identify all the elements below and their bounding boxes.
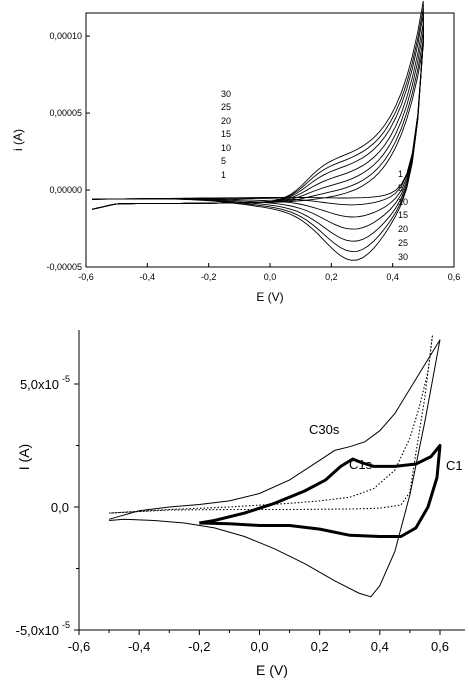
cv-curve-thin-0 (108, 339, 441, 598)
x-tick-label: 0,0 (250, 639, 268, 654)
y-axis-2: -5,0x10 -50,05,0x10 -5 (16, 374, 79, 638)
x-tick-label: 0,6 (448, 272, 461, 282)
anodic-cycle-labels: 30 25 20 15 10 5 1 (221, 89, 231, 180)
annotation-c1s: C1s (349, 457, 373, 472)
x-axis-1: -0,6 -0,4 -0,2 0,0 0,2 0,4 0,6 (78, 263, 460, 282)
y-tick-label: 5,0x10 (20, 377, 59, 392)
x-tick-label: 0,4 (386, 272, 399, 282)
x-tick-label: -0,4 (128, 639, 150, 654)
x-tick-label: 0,0 (264, 272, 277, 282)
cv-curves-1 (91, 1, 424, 261)
x-axis-2: -0,6 -0,4 -0,2 0,0 0,2 0,4 0,6 (68, 630, 449, 654)
x-axis-label-1: E (V) (256, 290, 283, 304)
cv-curve-cycle-10 (91, 31, 424, 218)
annotation-c30s: C30s (309, 422, 340, 437)
x-tick-label: -0,4 (140, 272, 156, 282)
cathodic-label: 25 (398, 238, 408, 248)
cathodic-label: 1 (398, 169, 403, 179)
chart-comparison: -0,6 -0,4 -0,2 0,0 0,2 0,4 0,6 -5,0x10 -50,05,0… (16, 330, 465, 678)
cv-curve-cycle-1 (91, 41, 424, 210)
cv-curve-thick-2 (199, 444, 442, 538)
y-tick-label: 0,00000 (49, 185, 82, 195)
cv-curve-cycle-25 (91, 8, 424, 253)
x-axis-label-2: E (V) (256, 662, 288, 678)
cathodic-label: 30 (398, 252, 408, 262)
cv-curve-dotted-1 (109, 334, 434, 514)
cathodic-label: 20 (398, 224, 408, 234)
cv-curve-cycle-30 (91, 1, 424, 261)
x-tick-label: -0,6 (68, 639, 90, 654)
anodic-label: 15 (221, 129, 231, 139)
y-tick-label: -0,00005 (46, 262, 82, 272)
cathodic-cycle-labels: 1 5 10 15 20 25 30 (398, 169, 408, 262)
x-tick-label: -0,6 (78, 272, 94, 282)
x-tick-label: -0,2 (201, 272, 217, 282)
anodic-label: 1 (221, 170, 226, 180)
y-axis-label-2: I (A) (16, 444, 32, 470)
x-tick-label: -0,2 (188, 639, 210, 654)
x-tick-label: 0,2 (325, 272, 338, 282)
cathodic-label: 10 (398, 197, 408, 207)
y-tick-label: 0,0 (51, 500, 69, 515)
anodic-label: 30 (221, 89, 231, 99)
cathodic-label: 15 (398, 210, 408, 220)
y-tick-exponent: -5 (62, 620, 70, 630)
cv-curve-cycle-5 (91, 39, 424, 210)
anodic-label: 20 (221, 116, 231, 126)
cv-curves-2 (108, 334, 442, 598)
x-tick-label: 0,6 (431, 639, 449, 654)
chart-cycles: -0,6 -0,4 -0,2 0,0 0,2 0,4 0,6 -0,00005 0,00000… (11, 1, 460, 304)
cv-curve-cycle-20 (91, 14, 424, 242)
x-tick-label: 0,4 (371, 639, 389, 654)
anodic-label: 25 (221, 102, 231, 112)
y-tick-label: 0,00010 (49, 31, 82, 41)
cathodic-label: 5 (398, 183, 403, 193)
x-tick-label: 0,2 (311, 639, 329, 654)
annotation-c1: C1 (446, 458, 463, 473)
y-tick-exponent: -5 (62, 374, 70, 384)
anodic-label: 5 (221, 156, 226, 166)
y-tick-label: 0,00005 (49, 108, 82, 118)
y-axis-1: -0,00005 0,00000 0,00005 0,00010 (46, 31, 90, 272)
y-axis-label-1: i (A) (11, 129, 25, 151)
y-tick-label: -5,0x10 (16, 623, 59, 638)
anodic-label: 10 (221, 143, 231, 153)
